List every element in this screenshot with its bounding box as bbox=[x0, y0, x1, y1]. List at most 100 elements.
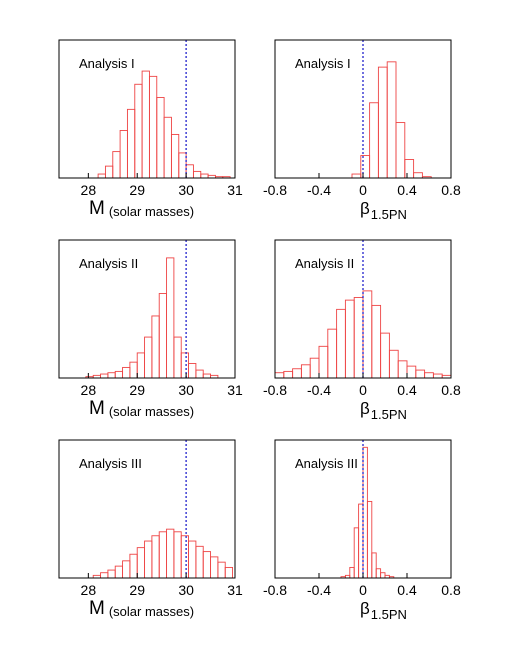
histogram-bar bbox=[353, 527, 360, 579]
x-tick-label: 30 bbox=[178, 382, 194, 398]
panel-label: Analysis I bbox=[295, 56, 351, 71]
histogram-bar bbox=[192, 170, 202, 179]
histogram-bar bbox=[300, 364, 311, 379]
x-axis-subscript: 1.5PN bbox=[371, 407, 407, 422]
histogram-bar bbox=[129, 553, 138, 579]
x-tick-label: -0.4 bbox=[307, 382, 331, 398]
x-axis-label: M (solar masses) bbox=[89, 598, 194, 619]
histogram-bar bbox=[415, 369, 426, 379]
histogram-bar bbox=[283, 370, 294, 379]
histogram-bar bbox=[156, 97, 165, 179]
panel-label: Analysis I bbox=[79, 56, 135, 71]
x-tick-label: 0.8 bbox=[441, 582, 461, 598]
x-axis-symbol: M bbox=[89, 598, 105, 619]
histogram-bar bbox=[163, 116, 172, 179]
histogram-bar bbox=[362, 290, 373, 379]
x-tick-label: 0.4 bbox=[397, 382, 417, 398]
histogram-bar bbox=[380, 572, 386, 579]
histogram-bar bbox=[129, 361, 138, 379]
x-axis-symbol: M bbox=[89, 398, 105, 419]
histogram-bar bbox=[173, 336, 182, 379]
histogram-bar bbox=[375, 568, 382, 579]
histogram-bar bbox=[166, 257, 175, 379]
x-tick-label: 0 bbox=[359, 382, 367, 398]
x-tick-label: 28 bbox=[81, 182, 97, 198]
histogram-bar bbox=[180, 352, 190, 379]
histogram-bar bbox=[371, 552, 377, 579]
histogram-bar bbox=[134, 83, 143, 179]
histogram-bar bbox=[173, 531, 182, 579]
histogram-bar bbox=[358, 503, 364, 579]
x-tick-label: 0 bbox=[359, 582, 367, 598]
histogram-bar bbox=[369, 102, 379, 179]
histogram-bar bbox=[318, 345, 329, 379]
x-tick-label: -0.8 bbox=[263, 582, 287, 598]
histogram-bar bbox=[114, 565, 124, 579]
histogram-panel-1: 28 29 30 31 Analysis I M (solar masses) bbox=[58, 39, 243, 219]
x-tick-label: -0.4 bbox=[307, 582, 331, 598]
x-tick-label: 28 bbox=[81, 582, 97, 598]
x-tick-label: 0 bbox=[359, 182, 367, 198]
histogram-bar bbox=[185, 164, 194, 179]
histogram-bar bbox=[366, 500, 373, 579]
histogram-bar bbox=[377, 66, 388, 179]
histogram-bar bbox=[195, 545, 204, 579]
histogram-bar bbox=[188, 540, 197, 579]
histogram-bar bbox=[141, 70, 150, 179]
histogram-bar bbox=[432, 373, 443, 379]
x-axis-subscript: (solar masses) bbox=[109, 204, 194, 219]
histogram-bar bbox=[158, 531, 168, 579]
histogram-bar bbox=[114, 370, 124, 379]
histogram-bar bbox=[148, 75, 158, 179]
x-axis-symbol: β bbox=[360, 599, 370, 618]
panel-label: Analysis II bbox=[295, 256, 354, 271]
histogram-bar bbox=[336, 308, 346, 379]
histogram-bar bbox=[395, 122, 406, 179]
histogram-bar bbox=[126, 108, 136, 179]
x-tick-label: 29 bbox=[129, 582, 145, 598]
histogram-bar bbox=[136, 547, 146, 579]
histogram-bar bbox=[224, 566, 234, 579]
histogram-bar bbox=[180, 535, 190, 579]
histogram-bar bbox=[144, 336, 153, 379]
histogram-bar bbox=[292, 368, 302, 379]
x-axis-label: β1.5PN bbox=[360, 599, 407, 622]
x-axis-subscript: 1.5PN bbox=[371, 207, 407, 222]
x-tick-label: 0.4 bbox=[397, 582, 417, 598]
panel-label: Analysis III bbox=[295, 456, 358, 471]
x-tick-label: 0.8 bbox=[441, 182, 461, 198]
histogram-bar bbox=[112, 151, 121, 179]
histogram-bar bbox=[371, 304, 382, 379]
histogram-bar bbox=[195, 369, 204, 379]
histogram-bar bbox=[202, 373, 212, 379]
x-axis-symbol: β bbox=[360, 199, 370, 218]
histogram-bar bbox=[274, 372, 285, 379]
histogram-bar bbox=[386, 61, 397, 179]
histogram-bar bbox=[107, 569, 116, 579]
histogram-bar bbox=[100, 373, 109, 379]
histogram-panel-6: -0.8 -0.4 0 0.4 0.8 Analysis III β1.5PN bbox=[263, 439, 461, 622]
histogram-bar bbox=[413, 172, 423, 179]
histogram-bar bbox=[404, 159, 415, 179]
x-tick-label: 29 bbox=[129, 382, 145, 398]
histogram-bar bbox=[202, 551, 212, 579]
histogram-bar bbox=[97, 173, 106, 179]
histogram-bar bbox=[217, 561, 226, 579]
histogram-bar bbox=[151, 535, 160, 579]
histogram-bar bbox=[353, 297, 364, 379]
histogram-panel-4: -0.8 -0.4 0 0.4 0.8 Analysis II β1.5PN bbox=[263, 239, 461, 422]
histogram-bar bbox=[327, 328, 338, 379]
histogram-bar bbox=[136, 352, 146, 379]
histogram-bar bbox=[210, 556, 219, 579]
x-tick-label: 28 bbox=[81, 382, 97, 398]
x-axis-symbol: β bbox=[360, 399, 370, 418]
histogram-bar bbox=[388, 349, 399, 379]
histogram-panel-5: 28 29 30 31 Analysis III M (solar masses) bbox=[58, 439, 243, 619]
histogram-bar bbox=[122, 560, 131, 579]
histogram-bar bbox=[397, 360, 408, 379]
x-tick-label: 0.8 bbox=[441, 382, 461, 398]
histogram-bar bbox=[151, 315, 160, 379]
histogram-bar bbox=[188, 363, 197, 379]
histogram-bar bbox=[158, 293, 168, 379]
histogram-panel-2: -0.8 -0.4 0 0.4 0.8 Analysis I β1.5PN bbox=[263, 39, 461, 222]
